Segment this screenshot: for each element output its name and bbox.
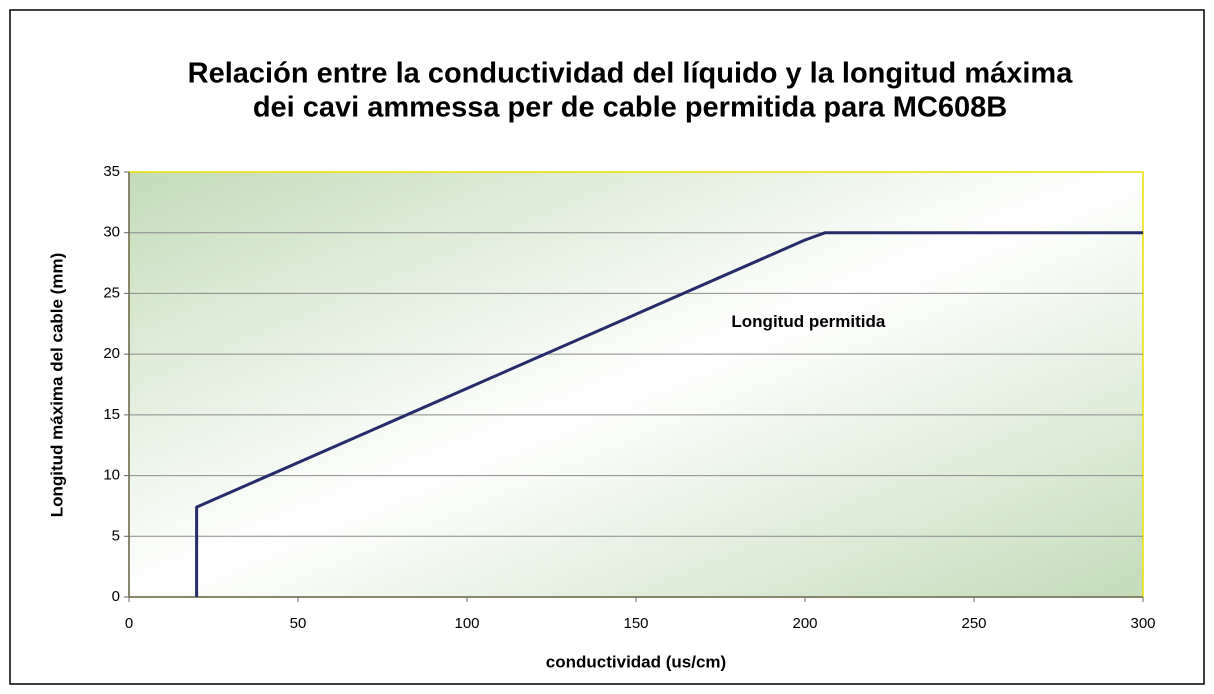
y-tick-label: 35	[103, 163, 120, 180]
x-axis-label: conductividad (us/cm)	[546, 652, 726, 671]
x-tick-label: 200	[792, 615, 817, 632]
data-line	[195, 231, 1143, 597]
y-tick-label: 5	[112, 527, 120, 544]
x-tick-label: 150	[623, 615, 648, 632]
x-tick-label: 250	[961, 615, 986, 632]
y-tick-label: 20	[103, 345, 120, 362]
x-tick-label: 300	[1130, 615, 1155, 632]
y-axis-label: Longitud máxima del cable (mm)	[47, 253, 66, 518]
plot-area	[128, 171, 1144, 598]
y-tick-label: 15	[103, 406, 120, 423]
y-tick-label: 30	[103, 224, 120, 241]
y-tick-label: 0	[112, 588, 120, 605]
x-tick-label: 100	[454, 615, 479, 632]
y-tick-label: 10	[103, 467, 120, 484]
x-tick-label: 50	[290, 615, 307, 632]
annotation: Longitud permitida	[731, 312, 885, 331]
chart-title: dei cavi ammessa per de cable permitida …	[253, 92, 1007, 124]
chart-title: Relación entre la conductividad del líqu…	[188, 58, 1074, 90]
x-tick-label: 0	[125, 615, 133, 632]
y-tick-label: 25	[103, 284, 120, 301]
